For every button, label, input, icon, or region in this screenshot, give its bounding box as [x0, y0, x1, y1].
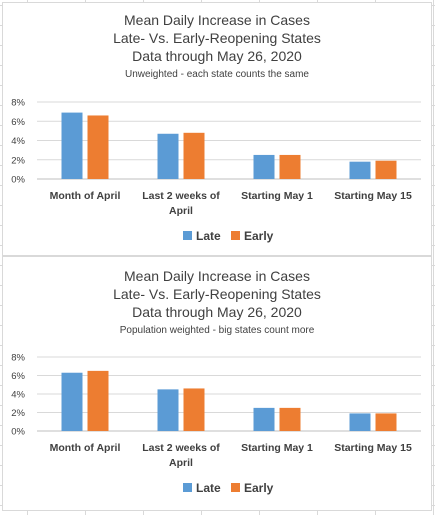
y-tick-label: 4%: [11, 136, 25, 147]
x-tick-label: Starting May 1: [241, 442, 313, 454]
legend-swatch-early: [231, 231, 240, 240]
y-tick-label: 2%: [11, 155, 25, 166]
chart-unweighted-svg: Mean Daily Increase in Cases Late- Vs. E…: [11, 12, 421, 243]
legend-swatch-early: [231, 483, 240, 492]
y-tick-label: 6%: [11, 117, 25, 128]
bar-early: [183, 132, 205, 179]
plot-area: 0% 2% 4% 6% 8% Month of April Last 2 weeks of A…: [11, 353, 421, 469]
x-tick-label: Last 2 weeks of: [142, 442, 220, 454]
bar-early: [87, 370, 109, 431]
chart-title-line2: Late- Vs. Early-Reopening States: [113, 30, 321, 46]
chart-legend: Late Early: [183, 481, 274, 495]
legend-label-late: Late: [196, 481, 221, 495]
plot-area: 0% 2% 4% 6% 8% Month of April Last 2 weeks of A…: [11, 98, 421, 217]
chart-subtitle: Population weighted - big states count m…: [120, 325, 315, 336]
y-tick-label: 6%: [11, 371, 25, 382]
bar-late: [253, 407, 275, 431]
y-tick-label: 8%: [11, 98, 25, 109]
bar-late: [253, 154, 275, 179]
bar-early: [183, 388, 205, 431]
bar-late: [61, 112, 83, 179]
bar-late: [157, 133, 179, 179]
legend-label-early: Early: [244, 481, 274, 495]
bar-early: [87, 115, 109, 179]
legend-label-late: Late: [196, 229, 221, 243]
bar-early: [279, 407, 301, 431]
chart-legend: Late Early: [183, 229, 274, 243]
chart-title-line3: Data through May 26, 2020: [132, 48, 302, 64]
x-tick-label: Last 2 weeks of: [142, 190, 220, 202]
x-tick-label: Starting May 15: [334, 442, 412, 454]
chart-population-weighted[interactable]: Mean Daily Increase in Cases Late- Vs. E…: [2, 256, 432, 511]
y-tick-label: 8%: [11, 353, 25, 364]
chart-subtitle: Unweighted - each state counts the same: [125, 69, 309, 80]
x-tick-label: Starting May 1: [241, 190, 313, 202]
legend-swatch-late: [183, 483, 192, 492]
y-tick-label: 0%: [11, 427, 25, 438]
chart-title: Mean Daily Increase in Cases: [124, 12, 310, 28]
chart-population-weighted-svg: Mean Daily Increase in Cases Late- Vs. E…: [11, 268, 421, 495]
bar-late: [349, 161, 371, 179]
x-tick-label: Month of April: [50, 190, 121, 202]
bar-early: [279, 154, 301, 179]
chart-unweighted[interactable]: Mean Daily Increase in Cases Late- Vs. E…: [2, 2, 432, 256]
legend-label-early: Early: [244, 229, 274, 243]
bar-late: [349, 413, 371, 431]
y-tick-label: 2%: [11, 408, 25, 419]
y-tick-label: 0%: [11, 175, 25, 186]
y-tick-label: 4%: [11, 390, 25, 401]
x-tick-label: Month of April: [50, 442, 121, 454]
x-tick-label: April: [169, 457, 193, 469]
bar-early: [375, 413, 397, 431]
chart-title-line3: Data through May 26, 2020: [132, 304, 302, 320]
legend-swatch-late: [183, 231, 192, 240]
x-tick-label: April: [169, 205, 193, 217]
bar-early: [375, 160, 397, 179]
bar-late: [157, 389, 179, 431]
chart-title-line2: Late- Vs. Early-Reopening States: [113, 286, 321, 302]
chart-title: Mean Daily Increase in Cases: [124, 268, 310, 284]
x-tick-label: Starting May 15: [334, 190, 412, 202]
bar-late: [61, 372, 83, 431]
